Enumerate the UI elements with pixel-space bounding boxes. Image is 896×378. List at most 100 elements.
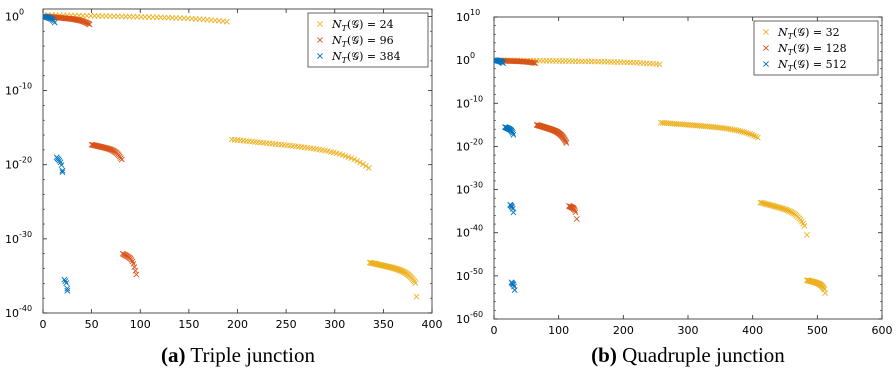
x-tick-label: 200 [227,318,248,331]
data-point [572,209,579,216]
data-point [86,21,93,28]
data-point [500,60,506,67]
data-point [130,260,137,267]
data-point [739,128,746,135]
legend-entry: NT(𝒢) = 128 [777,42,847,57]
data-point [532,60,539,67]
data-point [133,271,140,278]
x-tick-label: 150 [178,318,199,331]
y-tick-label: 10-10 [456,94,483,110]
data-point [351,156,358,163]
data-point [822,290,829,297]
data-point [412,280,419,286]
x-tick-label: 100 [548,324,569,337]
legend-box [753,20,879,76]
data-point [563,140,570,146]
data-point [562,138,569,145]
data-points [43,12,420,300]
data-point [510,209,517,216]
y-tick-label: 10-30 [5,230,32,246]
x-tick-label: 50 [85,318,99,331]
data-point [63,280,70,286]
data-point [50,18,57,24]
data-point [754,134,761,141]
x-tick-label: 200 [613,324,634,337]
data-point [317,53,323,59]
data-point [745,130,752,137]
x-tick-label: 0 [40,318,47,331]
data-point [747,131,753,138]
y-tick-label: 100 [456,51,475,67]
y-tick-label: 100 [5,7,24,23]
legend-marker [317,37,323,43]
x-tick-label: 300 [324,318,345,331]
data-point [317,21,323,27]
x-tick-label: 300 [678,324,699,337]
data-point [749,131,755,138]
panel-caption: (a) Triple junction [161,343,316,367]
series-24 [43,12,420,300]
x-tick-label: 100 [130,318,151,331]
panel-b: 0 100 200 300 400 500 600 1010 100 10-10 10-20 10-3… [456,8,893,367]
data-point [571,207,578,214]
data-point [531,59,538,66]
x-tick-label: 350 [373,318,394,331]
series-128 [494,57,580,222]
series-384 [43,13,71,294]
legend-marker [763,61,769,67]
panel-caption: (b) Quadruple junction [591,343,785,367]
y-tick-label: 1010 [456,8,480,24]
data-point [132,267,139,274]
x-tick-label: 0 [491,324,498,337]
y-tick-label: 10-40 [5,304,32,320]
data-point [511,287,518,294]
data-point [131,264,138,270]
data-point [348,155,355,162]
data-point [317,37,323,43]
data-point [413,293,420,300]
series-512 [494,57,518,294]
data-point [510,131,517,138]
data-point [804,231,810,238]
x-tick-label: 400 [422,318,443,331]
legend-marker [763,29,769,35]
data-point [365,165,372,171]
data-point [357,159,363,166]
x-tick-label: 500 [807,324,828,337]
legend-marker [317,21,323,27]
x-tick-label: 400 [742,324,763,337]
data-point [58,162,65,169]
y-tick-label: 10-20 [456,137,483,153]
panel-a: 0 50 100 150 200 250 300 350 400 100 10-10 10-20 10-… [5,7,443,367]
x-tick-label: 250 [276,318,297,331]
legend-box [307,12,429,68]
data-point [64,287,71,294]
x-tick-label: 600 [872,324,893,337]
data-point [59,169,66,176]
data-point [64,285,71,292]
data-point [354,157,361,164]
data-point [743,129,750,136]
data-point [509,130,516,136]
data-point [362,163,369,169]
series-96 [43,13,140,278]
legend-entry: NT(𝒢) = 32 [777,26,840,41]
y-tick-label: 10-20 [5,156,32,172]
y-tick-label: 10-10 [5,82,32,98]
y-tick-label: 10-60 [456,310,483,326]
data-point [741,129,748,136]
legend-entry: NT(𝒢) = 96 [331,34,394,49]
legend-marker [317,53,323,59]
legend-entry: NT(𝒢) = 24 [331,18,394,33]
series-32 [494,57,829,297]
legend-entry: NT(𝒢) = 384 [331,50,401,65]
legend-marker [763,45,769,51]
data-point [223,18,230,25]
data-point [656,61,663,68]
data-point [510,281,517,288]
y-tick-label: 10-50 [456,267,483,283]
data-point [360,161,366,168]
